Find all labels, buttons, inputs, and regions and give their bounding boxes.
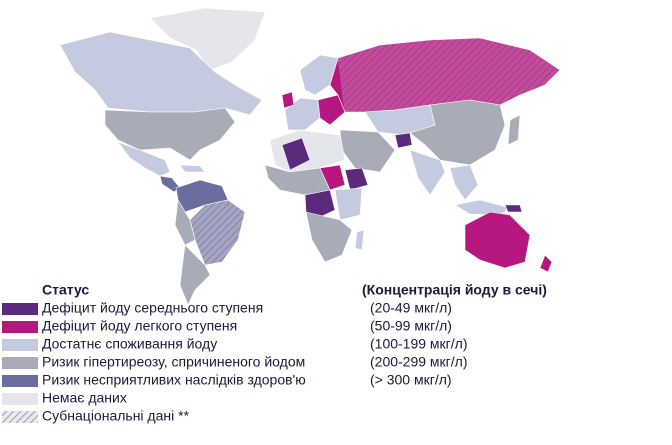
legend-range: (20-49 мкг/л) [370,300,452,316]
legend-swatch [2,321,38,333]
legend-range: (50-99 мкг/л) [370,318,452,334]
japan [507,114,521,146]
legend-label: Дефіцит йоду легкого ступеня [42,318,237,334]
legend-title: Статус [42,282,89,298]
legend-label: Ризик гіпертиреозу, спричиненого йодом [42,354,305,370]
world-map [59,7,561,306]
usa [104,107,236,161]
legend-label: Дефіцит йоду середнього ступеня [42,300,263,316]
indonesia [454,199,511,216]
legend-range: (100-199 мкг/л) [370,336,468,352]
legend-swatch [2,375,38,387]
legend-items: Дефіцит йоду середнього ступеня (20-49 мк… [2,300,468,424]
greenland [149,7,266,71]
east-africa [334,187,363,221]
canada [59,31,263,116]
brazil-hatch [189,199,246,266]
legend-range: (200-299 мкг/л) [370,354,468,370]
legend-label: Ризик несприятливих наслідків здоров'ю [42,372,306,388]
legend-range: (> 300 мкг/л) [370,372,452,388]
central-africa [304,189,336,219]
scandinavia [299,54,339,96]
legend-swatch [2,303,38,315]
argentina-chile [179,244,211,306]
mexico [117,141,171,177]
concentration-title: (Концентрація йоду в сечі) [362,282,547,298]
legend-label: Субнаціональні дані ** [42,408,190,424]
europe-east [317,94,346,126]
australia [464,211,531,269]
russia-hatch [337,37,561,113]
legend-label: Достатнє споживання йоду [42,336,217,352]
legend-swatch [2,357,38,369]
legend: Статус (Концентрація йоду в сечі) Дефіци… [2,282,547,424]
peru-bolivia [174,199,196,246]
png [504,204,523,213]
nigeria [319,164,346,191]
se-asia [449,164,479,201]
ethiopia [344,167,369,191]
afghanistan [394,132,413,149]
india [409,149,446,196]
legend-swatch [2,411,38,423]
legend-swatch [2,393,38,405]
new-zealand [539,254,553,273]
legend-swatch [2,339,38,351]
middle-east [339,129,396,173]
madagascar [354,229,365,251]
legend-label: Немає даних [42,390,127,406]
southern-africa [305,211,353,263]
algeria [281,137,311,171]
caribbean [179,164,206,173]
uk [281,91,295,109]
